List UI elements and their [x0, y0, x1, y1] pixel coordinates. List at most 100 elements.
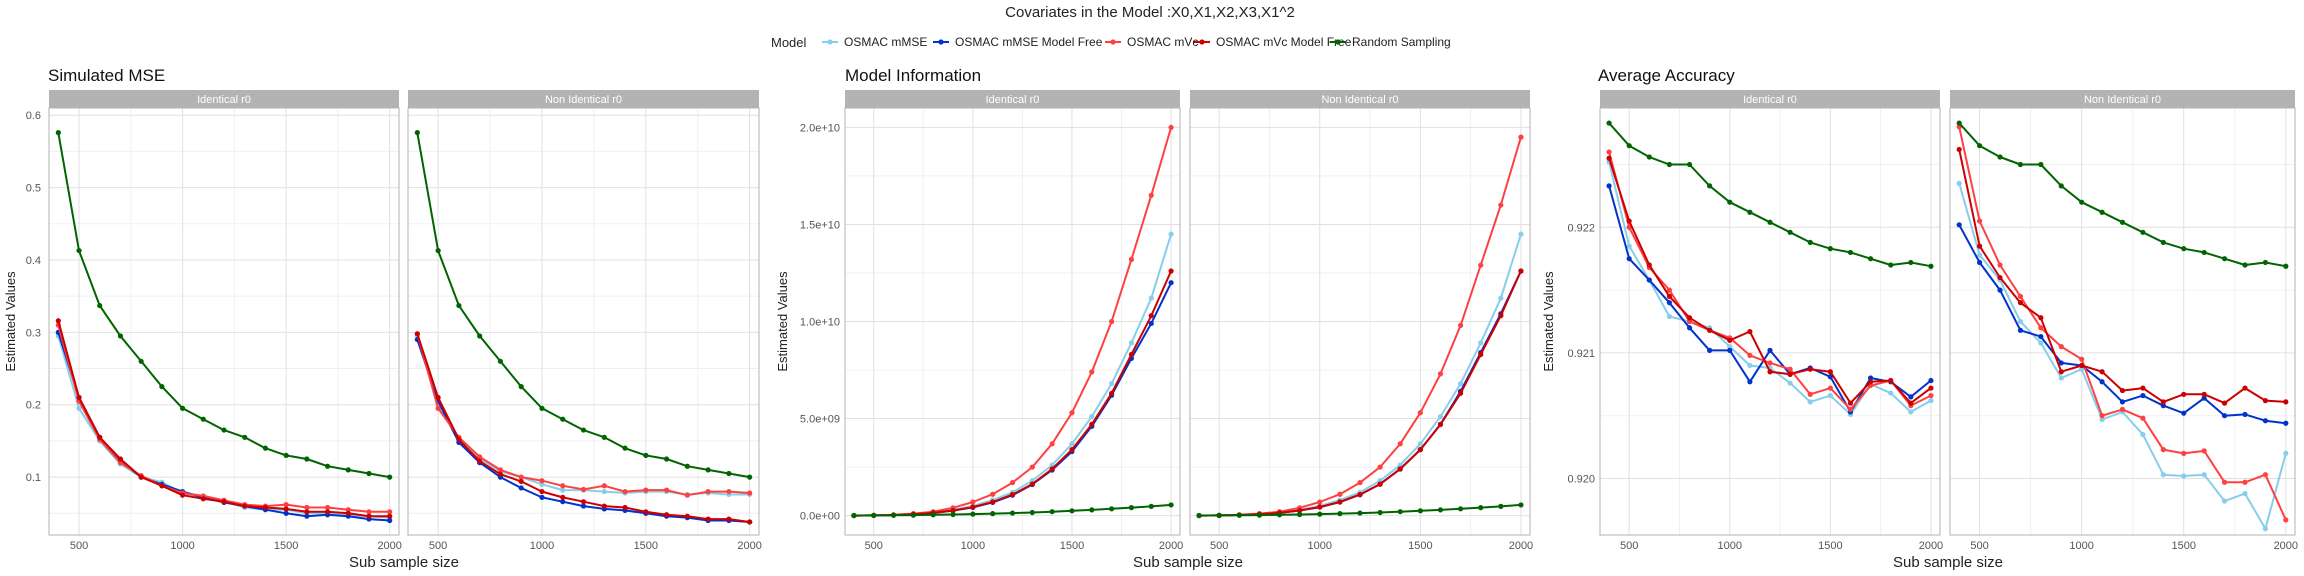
data-point: [2242, 385, 2248, 391]
data-point: [1606, 155, 1612, 161]
y-tick-label: 2.0e+10: [800, 122, 840, 134]
y-tick-label: 0.921: [1567, 348, 1595, 360]
data-point: [930, 512, 936, 518]
data-point: [1997, 262, 2003, 268]
data-point: [1686, 318, 1693, 325]
data-point: [560, 416, 566, 422]
data-point: [1377, 464, 1383, 470]
legend-label: OSMAC mMSE: [844, 35, 927, 49]
y-tick-label: 0.1: [26, 472, 41, 484]
plot-border: [1599, 107, 1941, 536]
data-point: [414, 331, 420, 337]
data-point: [1977, 218, 1983, 224]
data-point: [1606, 149, 1612, 155]
data-point: [663, 487, 670, 493]
x-tick-label: 2000: [737, 540, 761, 552]
data-point: [2262, 398, 2268, 404]
data-point: [97, 434, 103, 440]
y-tick-label: 1.5e+10: [800, 219, 840, 231]
data-point: [560, 487, 566, 493]
data-point: [55, 130, 61, 136]
data-point: [1977, 143, 1983, 149]
data-point: [1256, 512, 1263, 518]
plot-area: [408, 108, 759, 535]
x-tick-label: 2000: [2274, 540, 2298, 552]
data-point: [200, 416, 206, 422]
data-point: [2221, 413, 2228, 419]
data-point: [1457, 381, 1464, 387]
x-tick-label: 1500: [634, 540, 658, 552]
data-point: [1397, 441, 1403, 447]
data-point: [1128, 256, 1135, 262]
data-point: [851, 512, 857, 519]
data-point: [580, 503, 587, 509]
data-point: [580, 486, 587, 493]
data-point: [2242, 490, 2248, 497]
data-point: [477, 333, 483, 339]
data-point: [663, 456, 670, 462]
data-point: [1089, 507, 1095, 513]
data-point: [1168, 280, 1174, 286]
data-point: [1196, 512, 1202, 519]
data-point: [684, 463, 690, 469]
plot-area: [49, 108, 399, 535]
data-point: [1626, 256, 1632, 262]
data-point: [580, 499, 587, 505]
x-tick-label: 1000: [1718, 540, 1742, 552]
x-tick-label: 1000: [1308, 540, 1332, 552]
series-osmac-mmse-model-free: [1956, 222, 2289, 426]
data-point: [726, 516, 732, 522]
data-point: [1727, 199, 1733, 205]
facet-strip: [1190, 90, 1530, 108]
plot-border: [48, 107, 400, 536]
data-point: [387, 509, 393, 515]
data-point: [1707, 327, 1713, 333]
data-point: [539, 478, 545, 484]
data-point: [1977, 243, 1983, 249]
series-osmac-mvc: [1956, 124, 2289, 523]
data-point: [1888, 377, 1894, 384]
data-point: [518, 485, 524, 491]
panel-title: Model Information: [845, 66, 981, 85]
data-point: [1518, 268, 1524, 274]
x-tick-label: 2000: [377, 540, 401, 552]
data-point: [726, 470, 732, 477]
data-point: [1337, 491, 1343, 497]
data-point: [1686, 325, 1693, 331]
data-point: [1646, 262, 1652, 268]
data-point: [622, 504, 628, 511]
figure-title: Covariates in the Model :X0,X1,X2,X3,X1^…: [1005, 4, 1295, 21]
data-point: [2160, 399, 2166, 405]
x-tick-label: 1000: [961, 540, 985, 552]
data-point: [2201, 249, 2207, 256]
legend-title: Model: [771, 35, 807, 50]
data-point: [1148, 320, 1154, 327]
data-point: [2262, 526, 2268, 532]
data-point: [1747, 328, 1753, 335]
data-point: [1109, 506, 1115, 512]
data-point: [76, 247, 82, 254]
data-point: [242, 434, 248, 440]
data-point: [1029, 481, 1035, 487]
data-point: [2140, 431, 2146, 438]
data-point: [1518, 502, 1524, 508]
data-point: [2038, 333, 2044, 340]
data-point: [283, 510, 289, 516]
data-point: [2283, 263, 2289, 269]
data-point: [2119, 387, 2126, 394]
data-point: [643, 509, 649, 515]
data-point: [871, 512, 877, 519]
data-point: [2140, 392, 2146, 399]
legend-swatch-point: [827, 39, 833, 45]
data-point: [345, 510, 351, 516]
data-point: [138, 358, 144, 364]
x-tick-label: 1500: [1408, 540, 1432, 552]
x-axis-label: Sub sample size: [1133, 554, 1243, 571]
data-point: [435, 394, 441, 401]
data-point: [179, 405, 186, 411]
data-point: [705, 467, 711, 473]
data-point: [1827, 369, 1833, 375]
data-point: [1807, 239, 1813, 245]
data-point: [2283, 517, 2289, 523]
data-point: [55, 318, 61, 324]
